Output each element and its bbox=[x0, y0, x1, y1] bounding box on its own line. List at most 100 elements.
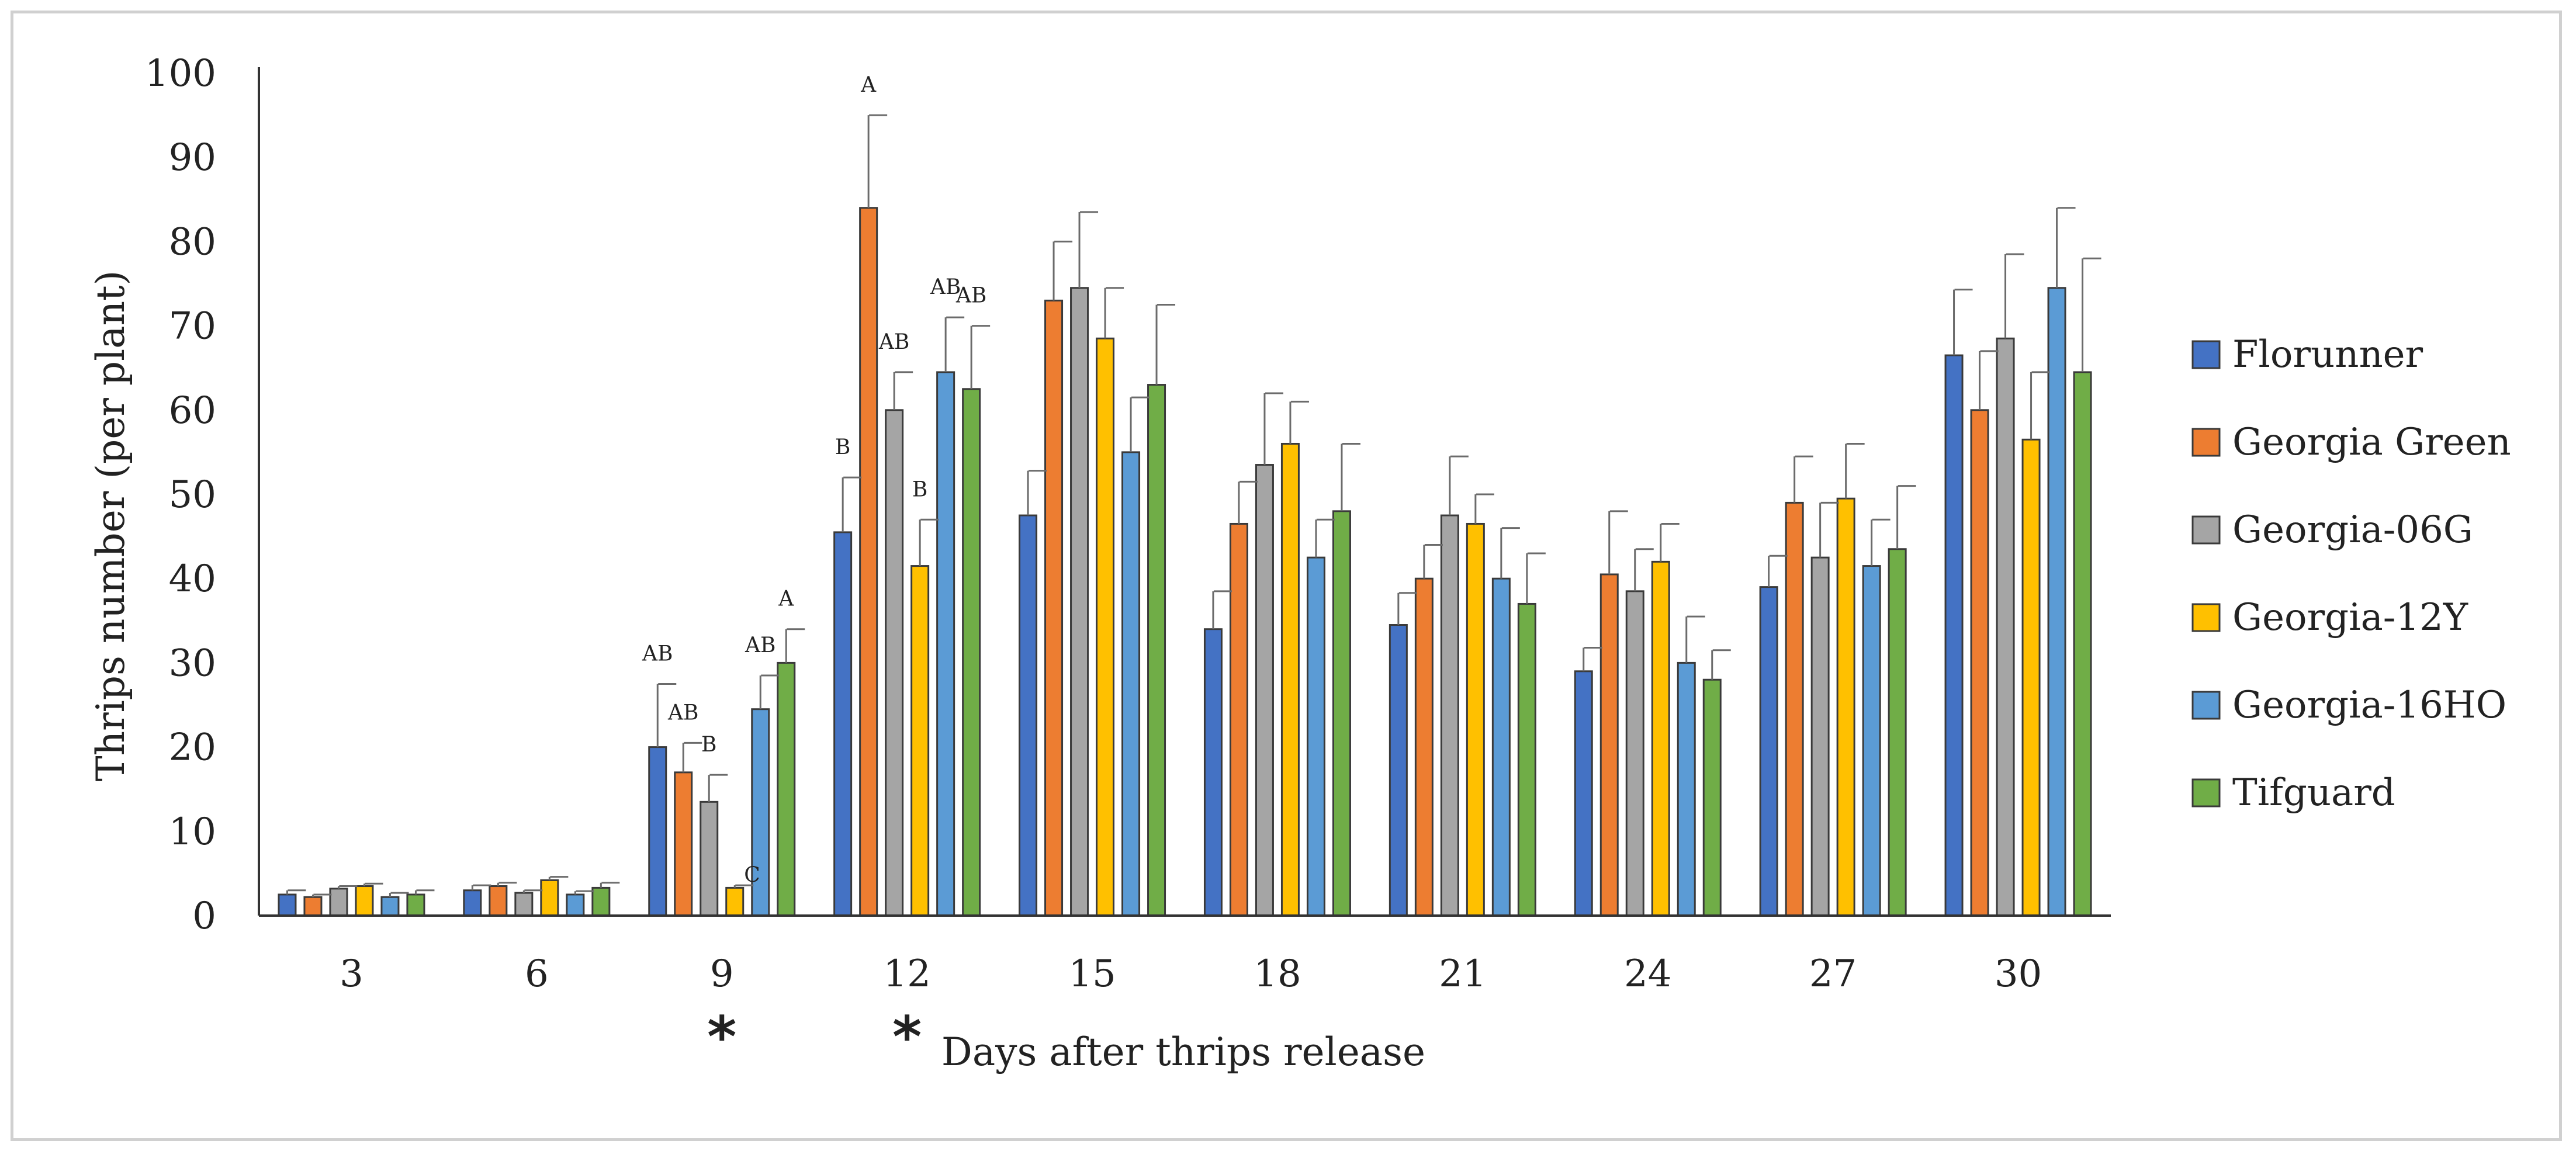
error-bar bbox=[1634, 548, 1654, 591]
bar-florunner-day-15 bbox=[1019, 514, 1038, 917]
error-bar bbox=[708, 774, 728, 802]
error-bar bbox=[363, 882, 383, 886]
legend-label: Tifguard bbox=[2232, 771, 2395, 815]
error-bar bbox=[1896, 485, 1916, 549]
bar-tifguard-day-18 bbox=[1332, 510, 1351, 917]
bar-georgia-16ho-day-6 bbox=[566, 893, 585, 917]
bar-tifguard-day-9 bbox=[777, 661, 796, 917]
bar-georgia-12y-day-24 bbox=[1651, 560, 1670, 917]
bar-florunner-day-9 bbox=[648, 746, 667, 917]
error-bar bbox=[1685, 615, 1705, 663]
significance-star: * bbox=[707, 1004, 736, 1070]
legend-swatch bbox=[2191, 515, 2221, 545]
y-tick-label: 80 bbox=[169, 220, 216, 264]
error-bar bbox=[2030, 371, 2050, 440]
bar-georgia-green-day-27 bbox=[1785, 501, 1804, 917]
y-tick-label: 0 bbox=[192, 895, 216, 938]
legend-label: Georgia-16HO bbox=[2232, 684, 2506, 727]
significance-letter: AB bbox=[930, 275, 961, 299]
error-bar bbox=[1871, 518, 1891, 566]
error-bar bbox=[311, 893, 332, 897]
significance-letter: B bbox=[912, 477, 927, 501]
error-bar bbox=[733, 884, 754, 888]
x-tick-label: 18 bbox=[1254, 952, 1301, 996]
significance-letter: AB bbox=[642, 642, 673, 666]
bar-tifguard-day-3 bbox=[406, 893, 425, 917]
error-bar bbox=[919, 518, 939, 566]
bar-tifguard-day-12 bbox=[962, 388, 981, 917]
error-bar bbox=[471, 884, 491, 890]
bar-georgia-16ho-day-18 bbox=[1306, 556, 1325, 917]
bar-georgia-06g-day-6 bbox=[514, 892, 534, 917]
error-bar bbox=[944, 316, 965, 372]
y-tick-label: 30 bbox=[169, 642, 216, 685]
significance-letter: AB bbox=[955, 284, 986, 308]
y-tick-label: 100 bbox=[145, 52, 216, 95]
legend-item: Georgia Green bbox=[2191, 421, 2511, 464]
error-bar bbox=[842, 476, 862, 532]
error-bar bbox=[1979, 350, 1999, 410]
bar-florunner-day-18 bbox=[1203, 628, 1223, 917]
legend-item: Georgia-06G bbox=[2191, 508, 2473, 552]
bar-florunner-day-3 bbox=[278, 893, 297, 917]
error-bar bbox=[1423, 544, 1443, 579]
error-bar bbox=[785, 628, 805, 663]
y-axis-ticks: 0 10 20 30 40 50 60 70 80 90 100 bbox=[145, 52, 216, 938]
significance-letter: AB bbox=[878, 330, 909, 354]
bar-georgia-12y-day-3 bbox=[355, 885, 374, 917]
bar-florunner-day-21 bbox=[1389, 624, 1408, 917]
legend-swatch bbox=[2191, 340, 2221, 369]
bar-georgia-06g-day-15 bbox=[1070, 287, 1089, 917]
legend: Florunner Georgia Green Georgia-06G Georgia… bbox=[2191, 333, 2511, 815]
legend-item: Tifguard bbox=[2191, 771, 2395, 815]
x-tick-label: 6 bbox=[525, 952, 549, 996]
error-bar bbox=[414, 889, 435, 895]
bar-georgia-16ho-day-21 bbox=[1491, 577, 1511, 917]
legend-swatch bbox=[2191, 603, 2221, 632]
error-bar bbox=[497, 882, 517, 886]
error-bar bbox=[1711, 649, 1731, 680]
y-tick-label: 50 bbox=[169, 473, 216, 517]
error-bar bbox=[1474, 493, 1494, 524]
error-bar bbox=[1212, 590, 1232, 629]
y-axis-title: Thrips number (per plant) bbox=[88, 271, 133, 782]
significance-letter: A bbox=[778, 587, 794, 611]
bar-georgia-green-day-15 bbox=[1044, 299, 1064, 917]
legend-swatch bbox=[2191, 778, 2221, 808]
error-bar bbox=[1238, 480, 1258, 524]
error-bar bbox=[759, 674, 780, 709]
significance-letter: AB bbox=[667, 701, 698, 725]
error-bar bbox=[2082, 257, 2101, 372]
error-bar bbox=[548, 876, 569, 881]
bar-georgia-green-day-30 bbox=[1970, 409, 1989, 917]
bar-georgia-06g-day-12 bbox=[885, 409, 904, 917]
legend-swatch bbox=[2191, 691, 2221, 720]
error-bar bbox=[970, 325, 991, 389]
y-tick-label: 40 bbox=[169, 557, 216, 601]
significance-letter: A bbox=[860, 73, 877, 97]
error-bar bbox=[389, 892, 409, 897]
y-tick-label: 70 bbox=[169, 305, 216, 348]
error-bar bbox=[2004, 253, 2024, 339]
bar-georgia-12y-day-27 bbox=[1836, 497, 1855, 917]
legend-item: Georgia-16HO bbox=[2191, 684, 2506, 727]
x-tick-label: 24 bbox=[1624, 952, 1671, 996]
bar-tifguard-day-15 bbox=[1147, 384, 1166, 917]
error-bar bbox=[1397, 592, 1417, 625]
bar-tifguard-day-24 bbox=[1702, 678, 1722, 917]
x-axis-ticks: 3 6 9 12 15 18 21 24 27 30 bbox=[340, 952, 2042, 996]
bar-georgia-green-day-24 bbox=[1599, 573, 1619, 917]
error-bar bbox=[1608, 510, 1628, 574]
error-bar bbox=[656, 682, 677, 747]
x-tick-label: 15 bbox=[1068, 952, 1116, 996]
y-tick-label: 90 bbox=[169, 136, 216, 179]
y-tick-label: 60 bbox=[169, 389, 216, 432]
bar-georgia-06g-day-9 bbox=[700, 800, 719, 917]
bar-tifguard-day-27 bbox=[1888, 548, 1907, 917]
significance-star: * bbox=[892, 1004, 922, 1070]
bar-georgia-green-day-6 bbox=[489, 885, 508, 917]
error-bar bbox=[1289, 400, 1309, 444]
legend-swatch bbox=[2191, 428, 2221, 457]
bar-georgia-12y-day-18 bbox=[1280, 442, 1300, 917]
